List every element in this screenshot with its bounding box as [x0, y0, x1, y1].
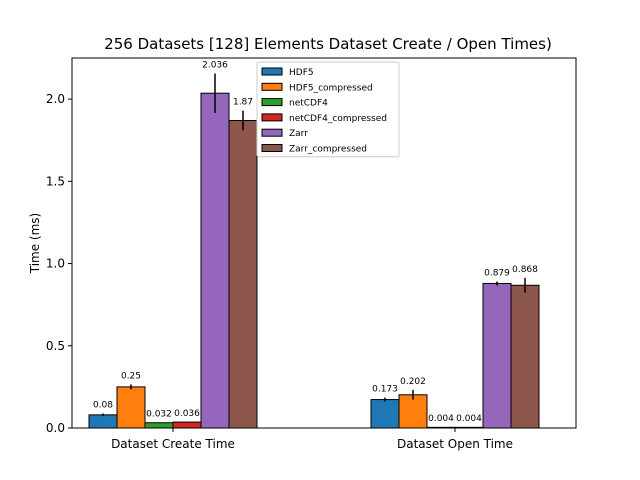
legend-swatch	[261, 98, 283, 107]
data-label: 0.004	[428, 414, 454, 424]
chart-title: 256 Datasets [128] Elements Dataset Crea…	[104, 35, 552, 53]
data-label: 0.173	[372, 385, 398, 395]
legend-label: HDF5	[289, 68, 314, 78]
y-tick-label: 1.5	[46, 174, 65, 188]
bar	[144, 422, 174, 429]
bar	[228, 119, 258, 429]
bar	[370, 399, 400, 429]
bar	[116, 386, 146, 429]
data-label: 0.08	[93, 401, 113, 411]
y-tick-label: 0.0	[46, 421, 65, 435]
legend-swatch	[261, 82, 283, 91]
legend-label: HDF5_compressed	[289, 83, 373, 93]
data-label: 0.004	[456, 414, 482, 424]
bar	[482, 282, 512, 429]
data-label: 0.032	[146, 409, 172, 419]
legend-swatch	[261, 144, 283, 152]
legend-label: Zarr_compressed	[289, 145, 367, 155]
bar	[88, 414, 118, 429]
data-label: 1.87	[233, 98, 253, 108]
bar	[200, 92, 230, 429]
legend-swatch	[261, 67, 283, 76]
y-tick-label: 2.0	[46, 92, 65, 106]
plot-frame	[71, 57, 577, 429]
legend-swatch	[261, 113, 283, 122]
legend-label: Zarr	[289, 129, 308, 139]
data-label: 0.036	[174, 409, 200, 419]
bar	[172, 421, 202, 429]
x-tick-label: Dataset Open Time	[397, 437, 513, 451]
x-tick-label: Dataset Create Time	[111, 437, 235, 451]
data-label: 0.202	[400, 377, 426, 387]
y-axis-label: Time (ms)	[28, 213, 42, 275]
data-label: 0.25	[121, 371, 141, 381]
legend-label: netCDF4	[289, 99, 328, 109]
legend-box	[256, 61, 400, 158]
data-label: 2.036	[202, 60, 228, 70]
bar	[510, 284, 540, 429]
data-label: 0.879	[484, 268, 510, 278]
legend: HDF5 HDF5_compressed netCDF4 netCDF4_compre…	[256, 61, 400, 158]
y-tick-label: 0.5	[46, 339, 65, 353]
legend-label: netCDF4_compressed	[289, 114, 387, 124]
legend-swatch	[261, 128, 283, 137]
y-tick-label: 1.0	[46, 257, 65, 271]
bar	[398, 394, 428, 429]
data-label: 0.868	[512, 265, 538, 275]
